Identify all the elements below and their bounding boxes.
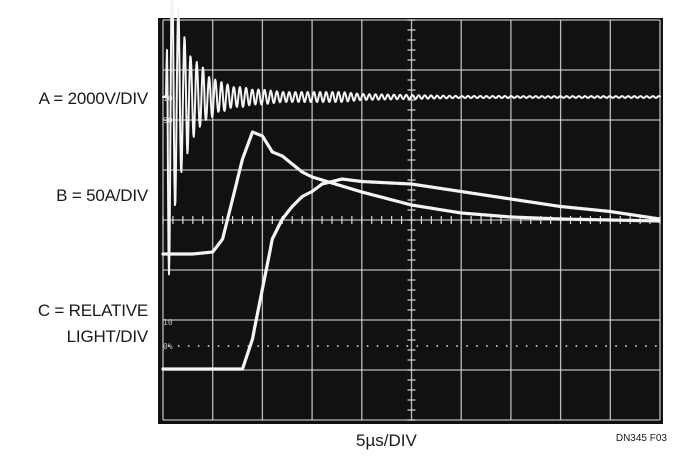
trace-b-current xyxy=(161,130,661,256)
ch-c-ref-bottom-mark: 0% xyxy=(163,342,173,351)
figure-id: DN345 F03 xyxy=(615,433,667,444)
x-axis-label: 5µs/DIV xyxy=(356,431,417,450)
channel-c-label-line1: C = RELATIVE xyxy=(37,301,148,320)
traces xyxy=(161,0,661,371)
channel-c-label-line2: LIGHT/DIV xyxy=(66,327,149,346)
ch-c-ref-top-mark: 10 xyxy=(163,318,173,327)
channel-b-label: B = 50A/DIV xyxy=(56,186,148,205)
trace-c-light xyxy=(161,177,661,371)
trace-a-voltage xyxy=(162,0,661,276)
channel-a-label: A = 2000V/DIV xyxy=(38,89,149,108)
